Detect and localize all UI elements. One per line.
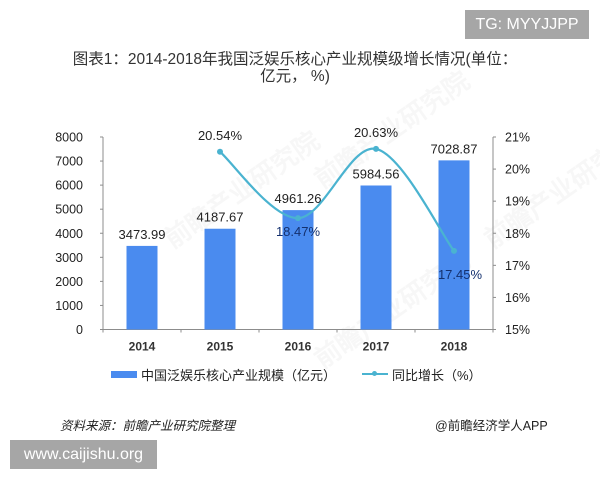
bar-value-label: 4961.26: [275, 191, 322, 206]
right-axis-tick-label: 21%: [505, 131, 530, 145]
bar-value-label: 7028.87: [431, 141, 478, 156]
growth-point-2016: [295, 215, 301, 222]
x-axis-category-label: 2018: [441, 340, 468, 354]
growth-point-2015: [217, 148, 223, 155]
source-note: 资料来源：前瞻产业研究院整理: [60, 419, 236, 433]
combo-chart: 0 1000 2000 3000 4000 5000 6000 7000 8000 15% 16% 1…: [55, 125, 530, 354]
bar-2017: [360, 185, 392, 330]
bar-2014: [126, 245, 158, 330]
right-axis-tick-label: 17%: [505, 259, 530, 273]
legend-line-swatch-icon: [362, 370, 388, 378]
legend-item-line: 同比增长（%）: [362, 366, 482, 383]
site-watermark-badge: www.caijishu.org: [10, 440, 157, 469]
left-axis-tick-label: 3000: [55, 251, 83, 265]
right-axis-tick-label: 15%: [505, 323, 530, 337]
chart-title-line-2: 亿元， %): [260, 68, 330, 85]
left-axis-tick-label: 0: [76, 323, 83, 337]
bar-2018: [438, 160, 470, 330]
right-axis-tick-label: 20%: [505, 163, 530, 177]
x-axis-category-label: 2014: [129, 340, 156, 354]
bar-value-label: 3473.99: [119, 227, 166, 242]
right-axis-tick-label: 19%: [505, 195, 530, 209]
credit-note: @前瞻经济学人APP: [435, 419, 548, 433]
legend-line-label: 同比增长（%）: [392, 367, 482, 383]
bar-value-label: 5984.56: [353, 166, 400, 181]
right-axis-tick-label: 16%: [505, 291, 530, 305]
growth-value-label: 20.63%: [354, 125, 399, 140]
x-axis-category-label: 2015: [207, 340, 234, 354]
legend-item-bar: 中国泛娱乐核心产业规模（亿元）: [111, 366, 337, 383]
left-axis-tick-label: 8000: [55, 131, 83, 145]
left-axis-tick-label: 7000: [55, 155, 83, 169]
bar-value-label: 4187.67: [197, 210, 244, 225]
x-axis-category-label: 2016: [285, 340, 312, 354]
left-axis-tick-label: 6000: [55, 179, 83, 193]
chart-title-line-1: 图表1：2014-2018年我国泛娱乐核心产业规模级增长情况(单位：: [72, 51, 518, 68]
growth-value-label: 20.54%: [198, 128, 243, 143]
growth-point-2018: [451, 247, 457, 254]
left-axis-tick-label: 1000: [55, 299, 83, 313]
growth-value-label: 18.47%: [276, 224, 321, 239]
right-axis-tick-label: 18%: [505, 227, 530, 241]
legend-bar-swatch-icon: [111, 370, 137, 378]
growth-value-label: 17.45%: [438, 267, 483, 282]
left-axis-tick-label: 5000: [55, 203, 83, 217]
tg-watermark-badge: TG: MYYJJPP: [465, 10, 589, 39]
bar-2015: [204, 228, 236, 330]
growth-line: [219, 147, 455, 252]
legend-bar-label: 中国泛娱乐核心产业规模（亿元）: [141, 367, 337, 383]
growth-point-2017: [373, 145, 379, 152]
left-axis-tick-label: 4000: [55, 227, 83, 241]
x-axis-category-label: 2017: [363, 340, 390, 354]
left-axis-tick-label: 2000: [55, 275, 83, 289]
bar-2016: [282, 210, 314, 330]
